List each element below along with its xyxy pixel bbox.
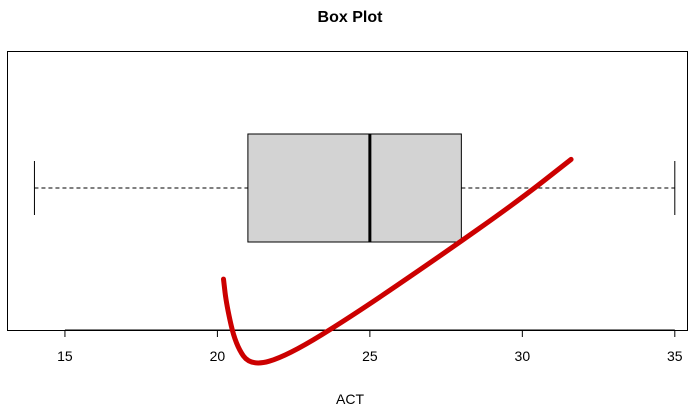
- x-tick-label: 20: [210, 348, 226, 364]
- chart-title: Box Plot: [318, 9, 384, 26]
- x-axis: 15 20 25 30 35: [57, 329, 683, 364]
- x-tick-label: 25: [362, 348, 378, 364]
- box-plot: [33, 133, 676, 243]
- x-tick-label: 35: [667, 348, 683, 364]
- iqr-box: [247, 133, 462, 243]
- x-tick-label: 30: [515, 348, 531, 364]
- red-check-annotation: [221, 156, 574, 366]
- x-tick-label: 15: [57, 348, 73, 364]
- x-axis-label: ACT: [336, 391, 364, 407]
